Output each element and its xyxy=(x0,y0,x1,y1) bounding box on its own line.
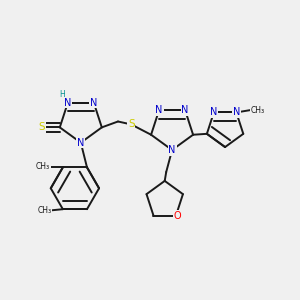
Text: CH₃: CH₃ xyxy=(38,206,52,215)
Text: N: N xyxy=(64,98,71,108)
Text: N: N xyxy=(90,98,98,108)
Text: S: S xyxy=(38,122,45,132)
Text: N: N xyxy=(232,107,240,117)
Text: N: N xyxy=(182,105,189,115)
Text: S: S xyxy=(128,119,135,129)
Text: N: N xyxy=(77,138,85,148)
Text: CH₃: CH₃ xyxy=(250,106,265,115)
Text: N: N xyxy=(155,105,163,115)
Text: O: O xyxy=(174,211,181,220)
Text: CH₃: CH₃ xyxy=(36,162,50,171)
Text: N: N xyxy=(168,145,176,155)
Text: H: H xyxy=(59,90,65,99)
Text: N: N xyxy=(210,107,218,117)
